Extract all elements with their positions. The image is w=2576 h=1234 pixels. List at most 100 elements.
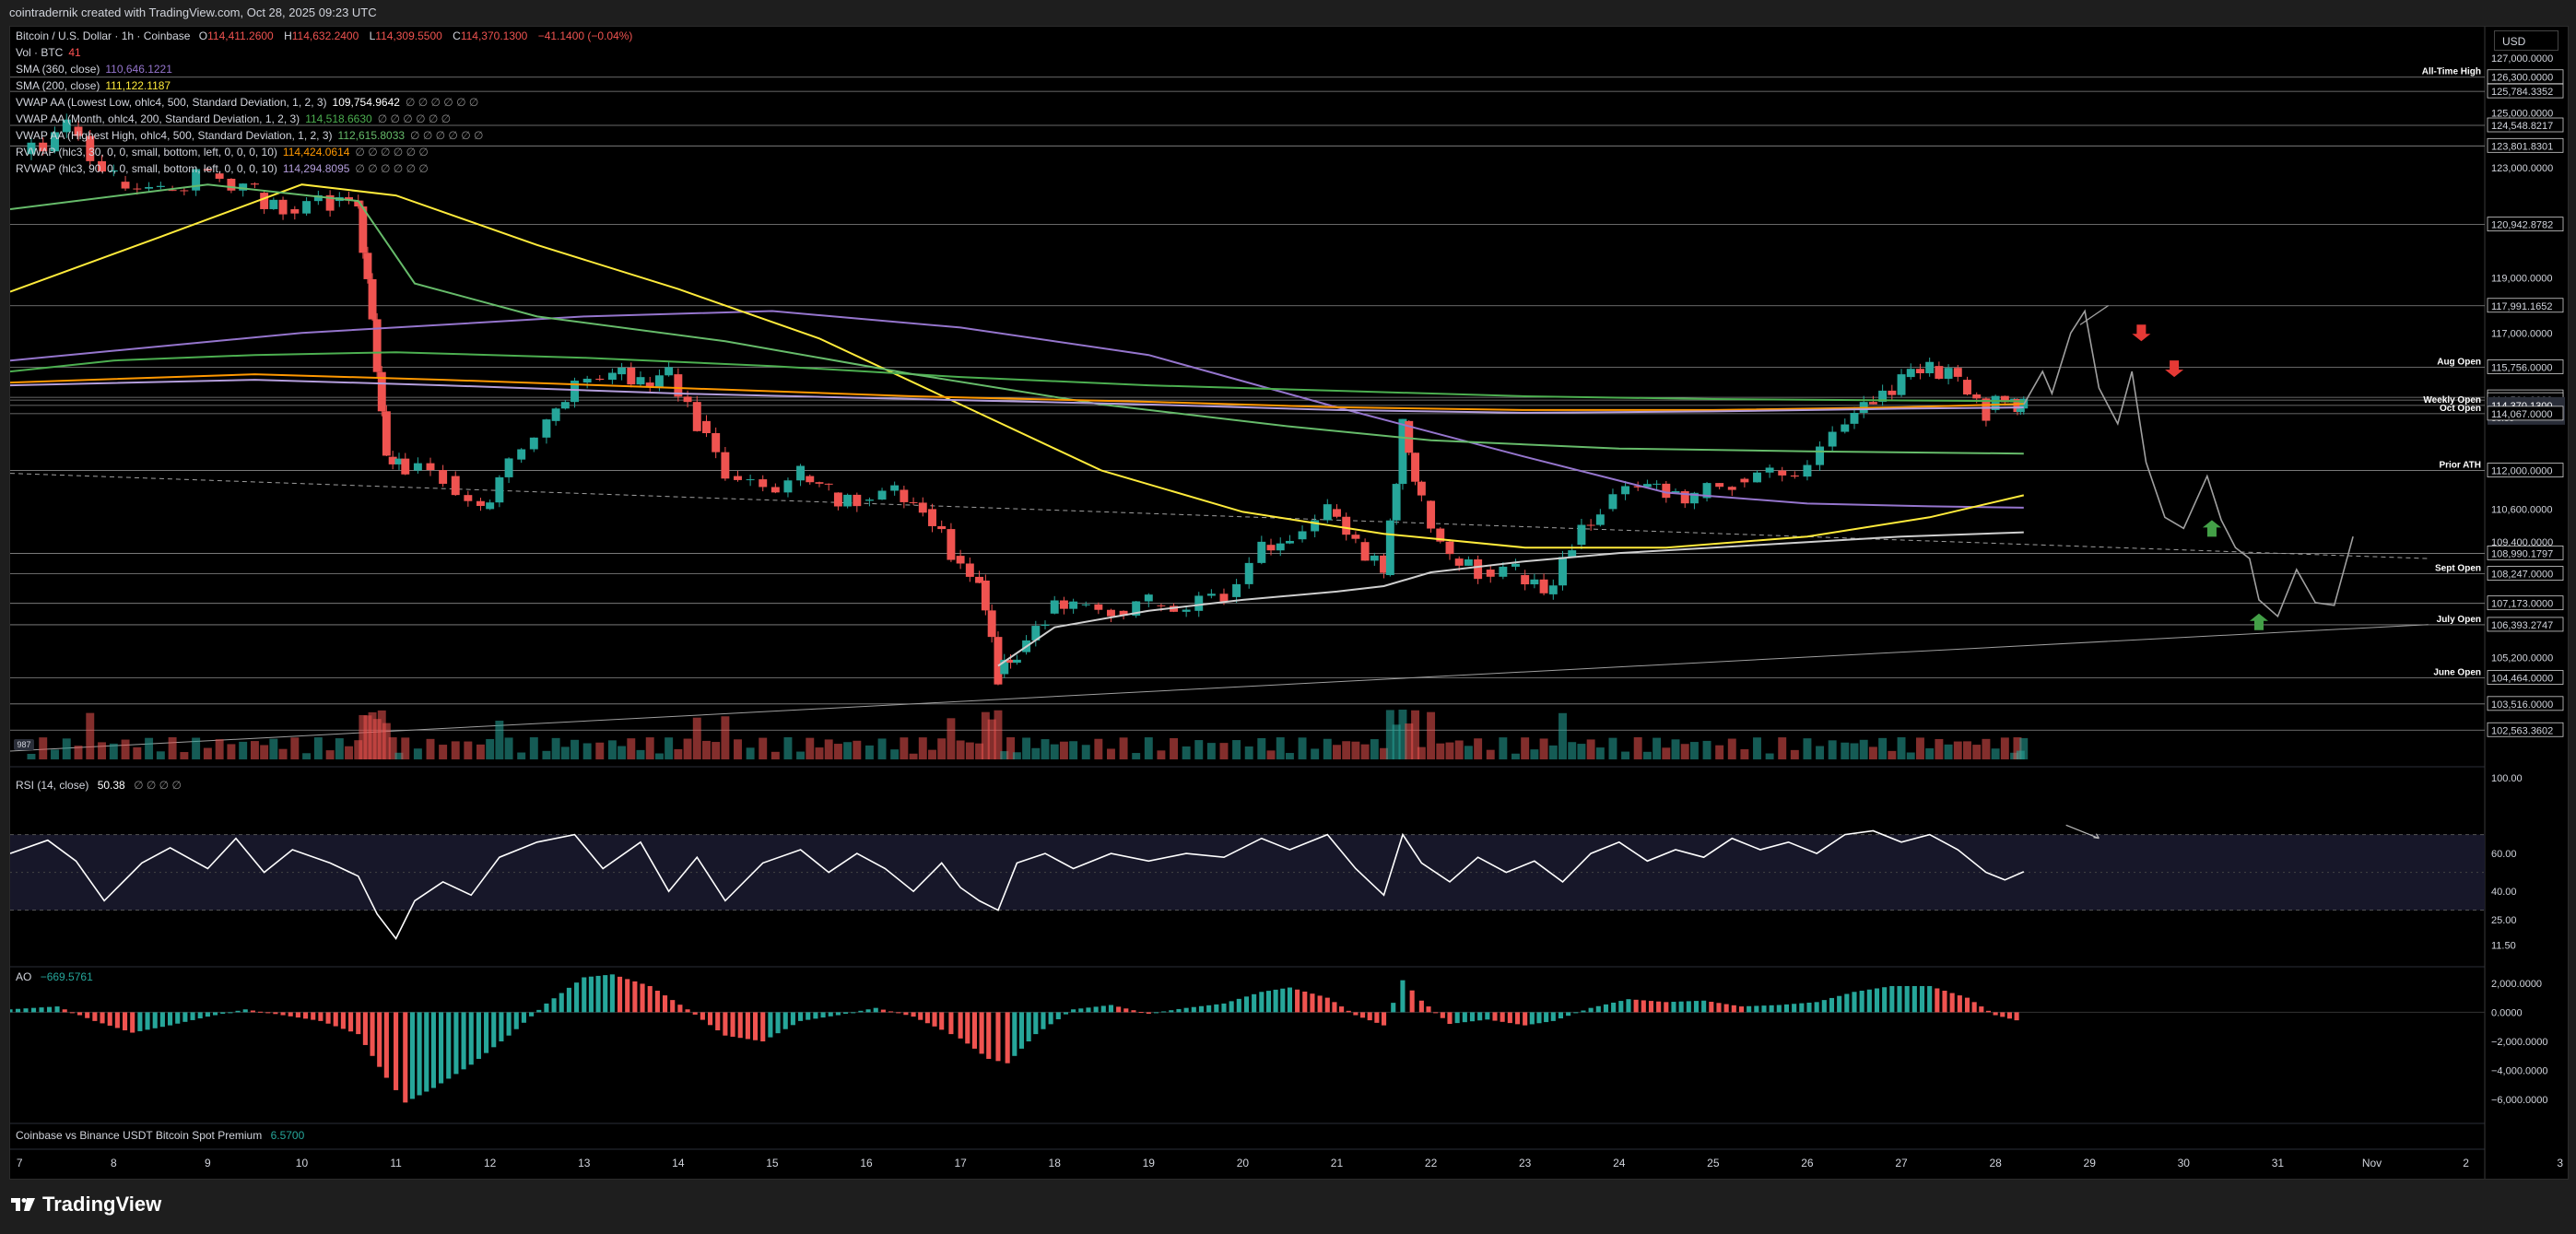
volume-bar <box>692 717 701 759</box>
ao-histogram-bar <box>1093 1006 1099 1013</box>
candle-body <box>1266 545 1276 551</box>
indicator-line <box>997 531 2024 667</box>
chart-area[interactable]: All-Time High Aug Open Weekly Open Oct Open… <box>9 26 2569 1180</box>
volume-bar <box>645 737 654 759</box>
ao-legend-label[interactable]: AO <box>16 970 32 983</box>
ao-histogram-bar <box>92 1012 98 1021</box>
ao-histogram-bar <box>948 1012 954 1035</box>
volume-bar <box>451 741 460 759</box>
indicator-legend-row[interactable]: SMA (360, close) 110,646.1221 <box>16 61 638 77</box>
candle-body <box>388 456 397 464</box>
volume-bar <box>1000 751 1009 759</box>
tradingview-logo[interactable]: TradingView <box>11 1193 161 1216</box>
ao-histogram-bar <box>617 976 623 1013</box>
ao-histogram-bar <box>640 983 645 1013</box>
level-label: All-Time High <box>2422 67 2481 77</box>
candle-body <box>476 500 485 506</box>
volume-bar <box>464 741 473 759</box>
candle-body <box>486 502 495 510</box>
candle-body <box>354 200 363 207</box>
indicator-legend-row[interactable]: VWAP AA (Highest High, ohlc4, 500, Stand… <box>16 127 638 144</box>
currency-button[interactable]: USD <box>2494 30 2558 51</box>
ao-histogram-bar <box>1360 1012 1366 1018</box>
ao-histogram-bar <box>1844 993 1850 1013</box>
indicator-line <box>10 183 2025 549</box>
volume-bar <box>1715 745 1724 759</box>
ao-histogram-bar <box>1993 1012 1998 1016</box>
candle-body <box>504 458 513 477</box>
candle-body <box>1059 600 1068 609</box>
volume-bar <box>278 748 288 759</box>
indicator-legend-row[interactable]: Vol · BTC 41 <box>16 44 638 61</box>
price-axis-tag <box>2487 298 2564 313</box>
candle-body <box>928 509 936 526</box>
volume-bar <box>168 737 177 759</box>
ao-histogram-bar <box>403 1012 408 1103</box>
ao-histogram-bar <box>484 1012 489 1053</box>
candle-body <box>890 485 900 491</box>
ao-histogram-bar <box>1116 1006 1122 1013</box>
price-axis-tag <box>2487 670 2564 685</box>
candle-body <box>987 610 996 638</box>
candle-body <box>843 494 853 507</box>
volume-bar <box>372 719 382 759</box>
volume-bar <box>909 753 918 759</box>
ao-histogram-bar <box>1821 1000 1827 1013</box>
ao-histogram-bar <box>806 1012 811 1020</box>
ao-histogram-bar <box>1761 1005 1767 1013</box>
volume-bar <box>51 749 59 759</box>
candle-body <box>1953 368 1962 377</box>
volume-bar <box>877 738 887 759</box>
legend-symbol[interactable]: Bitcoin / U.S. Dollar · 1h · Coinbase <box>16 29 191 42</box>
ao-histogram-bar <box>1198 1005 1205 1013</box>
ao-histogram-bar <box>1454 1012 1460 1024</box>
indicator-legend-row[interactable]: SMA (200, close) 111,122.1187 <box>16 77 638 94</box>
candle-body <box>1445 541 1454 555</box>
ao-histogram-bar <box>1723 1004 1729 1013</box>
ao-histogram-bar <box>1346 1010 1351 1013</box>
ao-histogram-bar <box>1332 1002 1337 1013</box>
time-axis-label: 17 <box>954 1157 967 1169</box>
volume-bar <box>1850 743 1859 759</box>
ao-histogram-bar <box>1108 1005 1114 1013</box>
ao-histogram-bar <box>258 1011 264 1013</box>
ao-histogram-bar <box>1176 1008 1182 1013</box>
indicator-legend-row[interactable]: RVWAP (hlc3, 30, 0, 0, small, bottom, le… <box>16 144 638 160</box>
ao-histogram-bar <box>417 1012 422 1096</box>
indicator-legend-row[interactable]: RVWAP (hlc3, 90, 0, 0, small, bottom, le… <box>16 160 638 177</box>
time-axis-label: 19 <box>1143 1157 1156 1169</box>
ao-histogram-bar <box>1161 1011 1167 1013</box>
ao-histogram-bar <box>1048 1012 1053 1025</box>
candle-body <box>1559 557 1567 586</box>
ao-histogram-bar <box>370 1012 375 1056</box>
ao-histogram-bar <box>356 1012 361 1035</box>
volume-bar <box>2019 737 2029 759</box>
volume-bar <box>239 741 248 759</box>
indicator-legend-suffix: ∅ ∅ ∅ ∅ ∅ ∅ <box>377 112 452 125</box>
premium-legend-label[interactable]: Coinbase vs Binance USDT Bitcoin Spot Pr… <box>16 1129 263 1142</box>
candle-body <box>1653 483 1662 485</box>
indicator-legend-row[interactable]: VWAP AA (Month, ohlc4, 200, Standard Dev… <box>16 111 638 127</box>
candle-body <box>1276 543 1285 551</box>
indicator-legend-row[interactable]: VWAP AA (Lowest Low, ohlc4, 500, Standar… <box>16 94 638 111</box>
candle-body <box>377 371 386 412</box>
ao-histogram-bar <box>1146 1012 1151 1014</box>
volume-bar <box>806 737 815 759</box>
price-axis-tag <box>2487 617 2564 632</box>
volume-bar <box>1897 737 1906 759</box>
volume-bar <box>702 740 711 759</box>
ao-histogram-bar <box>708 1012 713 1026</box>
ao-histogram-bar <box>685 1009 690 1013</box>
rsi-legend-suffix: ∅ ∅ ∅ ∅ <box>134 779 182 792</box>
candle-body <box>1385 520 1394 576</box>
candle-body <box>1417 481 1426 496</box>
ao-histogram-bar <box>30 1007 37 1013</box>
volume-bar <box>1380 747 1388 759</box>
price-axis-label: 127,000.0000 <box>2491 53 2553 65</box>
rsi-legend-label[interactable]: RSI (14, close) <box>16 779 89 792</box>
time-axis-label: 28 <box>1989 1157 2002 1169</box>
candle-body <box>721 452 730 479</box>
candle-body <box>451 476 460 496</box>
volume-bar <box>382 723 391 759</box>
